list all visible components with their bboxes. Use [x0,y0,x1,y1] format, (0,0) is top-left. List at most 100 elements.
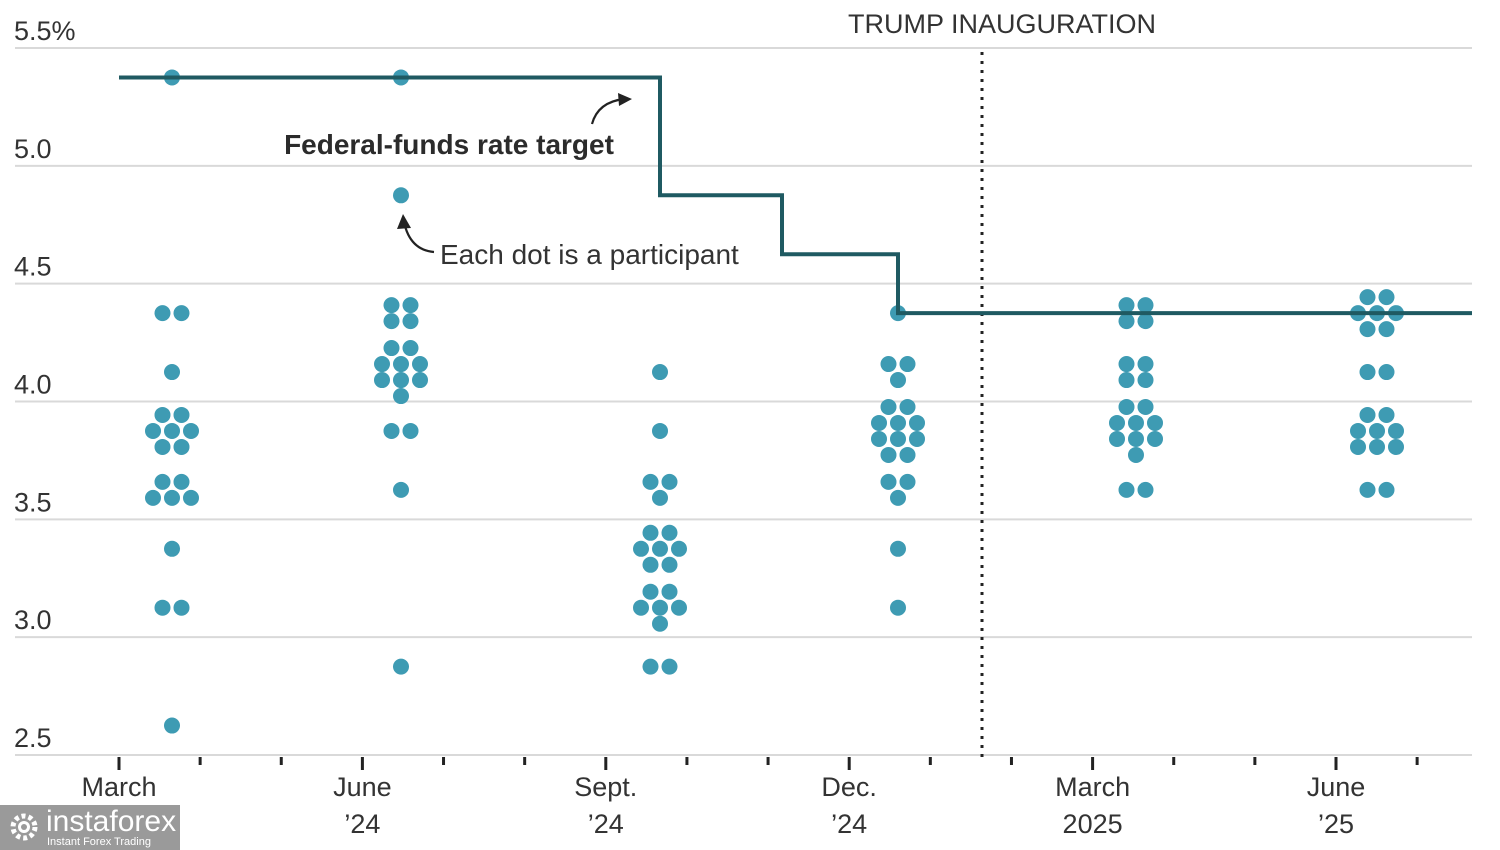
participant-dot [183,489,199,506]
participant-dot [393,187,409,204]
participant-dot [1109,414,1125,431]
participant-dot [890,414,906,431]
participant-dot [1118,356,1135,373]
participant-dot [899,356,916,373]
y-tick-label: 5.0 [14,134,52,164]
participant-dot [642,473,659,490]
participant-dot [164,422,180,439]
participant-dot [652,615,668,632]
participant-dot [164,364,180,381]
participant-dot [393,372,409,389]
participant-dot [1118,297,1135,314]
participant-dot [642,583,659,600]
participant-dot [1137,356,1154,373]
participant-dot [154,406,171,423]
y-tick-label: 3.5 [14,487,52,517]
participant-dot [1359,289,1376,306]
participant-dot [1137,313,1154,330]
participant-dot [173,305,190,322]
x-tick-label: 2025 [1063,809,1123,839]
participant-dot [880,446,897,463]
participant-dot [173,438,190,455]
x-tick-label: Sept. [574,772,637,802]
grid-lines [15,47,1472,756]
participant-dot [173,406,190,423]
rate-target-label: Federal-funds rate target [284,129,614,160]
participant-dot [1378,289,1395,306]
rate-target-arrow-head [618,93,632,106]
participant-dot [1128,414,1144,431]
participant-dot [652,422,668,439]
watermark-tagline: Instant Forex Trading [47,836,151,848]
y-tick-label: 5.5% [14,16,76,46]
participant-dot-arrow-head [397,214,411,229]
y-axis-tick-labels: 5.5% 5.0 4.5 4.0 3.5 3.0 2.5 [14,16,76,753]
participant-dot [899,398,916,415]
x-tick-label: June [333,772,392,802]
participant-dot [880,473,897,490]
participant-dot [383,340,400,357]
participant-dot [1118,372,1135,389]
participant-dot [890,372,906,389]
participant-dot [661,658,678,675]
participant-dot [374,356,390,373]
participant-dot [1359,481,1376,498]
participant-dot [183,422,199,439]
y-tick-label: 4.5 [14,252,52,282]
gear-icon [10,813,38,841]
participant-dot [173,473,190,490]
participant-dot [1137,297,1154,314]
participant-dot [402,313,419,330]
y-tick-label: 2.5 [14,723,52,753]
participant-dot [880,356,897,373]
participant-dot [164,717,180,734]
x-tick-label: ’24 [588,809,624,839]
participant-dot [1388,422,1404,439]
participant-dot [1388,438,1404,455]
participant-dot [671,599,687,616]
instaforex-watermark: instaforex Instant Forex Trading [0,805,180,850]
participant-dot [1128,430,1144,447]
participant-dot [393,658,409,675]
participant-dot [1118,313,1135,330]
participant-dot [1147,430,1163,447]
participant-dot [154,599,171,616]
participant-dot [661,556,678,573]
participant-dot [1118,481,1135,498]
participant-dot [661,524,678,541]
x-tick-label: ’24 [344,809,380,839]
participant-dot [412,372,428,389]
participant-dot [652,540,668,557]
participant-dot [374,372,390,389]
participant-dot [652,599,668,616]
participant-dot [890,540,906,557]
participant-dot [1109,430,1125,447]
participant-dot [1137,372,1154,389]
participant-dot [652,364,668,381]
participant-dot [1378,364,1395,381]
participant-dot [880,398,897,415]
participant-dot [1369,422,1385,439]
participant-dot [393,356,409,373]
participant-dot [383,313,400,330]
participant-dot [633,540,649,557]
participant-dot [1359,406,1376,423]
participant-dot [1378,321,1395,338]
participant-dot [633,599,649,616]
participant-dot [402,297,419,314]
x-tick-label: March [81,772,156,802]
participant-dot [661,583,678,600]
participant-dot [1147,414,1163,431]
participant-dot [402,422,419,439]
participant-dot [899,473,916,490]
participant-dot [393,388,409,405]
participant-dot [890,599,906,616]
participant-dot [909,430,925,447]
rate-target-line [119,75,1472,316]
participant-dot [164,489,180,506]
participant-dot [145,489,161,506]
participant-dot [642,524,659,541]
participant-dot [642,658,659,675]
participant-dot [1137,398,1154,415]
participant-dot [642,556,659,573]
